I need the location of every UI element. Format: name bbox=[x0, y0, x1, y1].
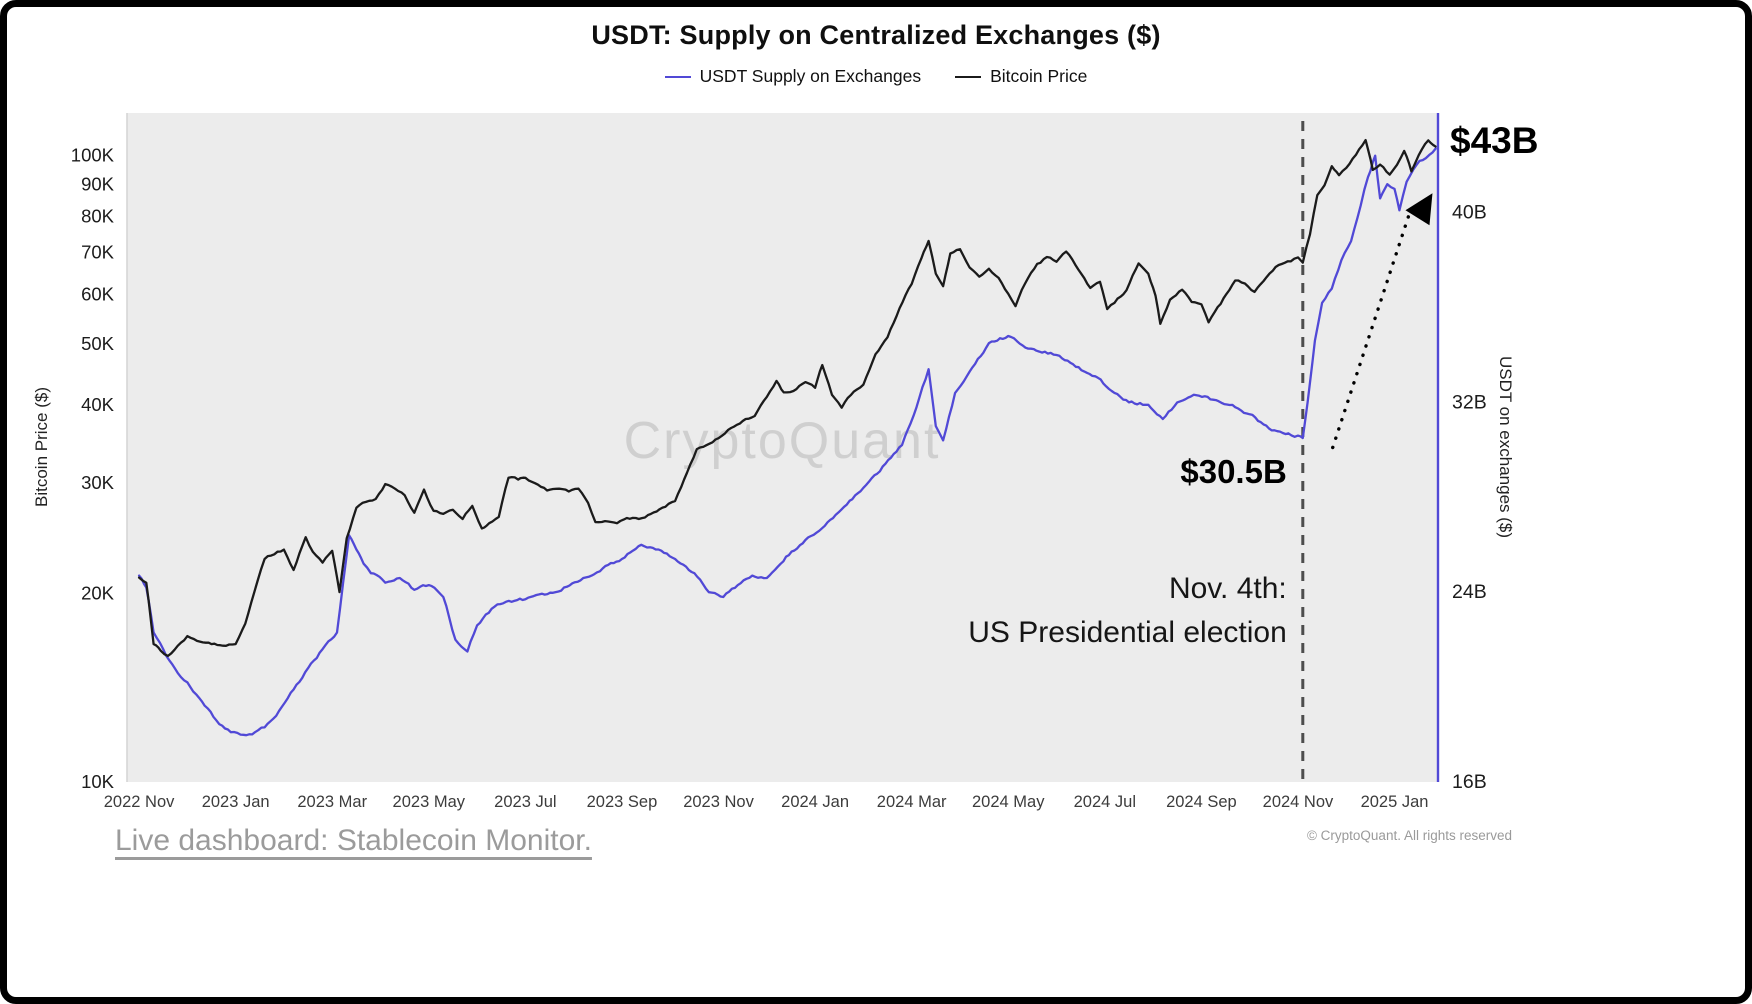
right-axis-title: USDT on exchanges ($) bbox=[1496, 356, 1515, 538]
x-tick-label: 2025 Jan bbox=[1361, 793, 1429, 811]
left-tick-label: 60K bbox=[81, 284, 115, 305]
left-tick-label: 30K bbox=[81, 472, 115, 493]
left-tick-label: 70K bbox=[81, 242, 115, 263]
trend-arrow-head bbox=[1405, 193, 1433, 226]
trend-arrow-dotted-line bbox=[1331, 208, 1413, 450]
bitcoin-line-swatch bbox=[955, 75, 982, 78]
x-tick-label: 2023 Jul bbox=[494, 793, 556, 811]
left-tick-label: 80K bbox=[81, 205, 115, 226]
stablecoin-monitor-link[interactable]: Live dashboard: Stablecoin Monitor. bbox=[115, 824, 592, 857]
copyright-text: © CryptoQuant. All rights reserved bbox=[1306, 828, 1512, 843]
legend-item-bitcoin: Bitcoin Price bbox=[955, 66, 1087, 87]
plot-background bbox=[127, 113, 1438, 782]
legend-item-usdt: USDT Supply on Exchanges bbox=[664, 66, 922, 87]
right-tick-label: 40B bbox=[1452, 202, 1487, 224]
x-tick-label: 2023 May bbox=[393, 793, 466, 811]
election-annotation-line2: US Presidential election bbox=[968, 616, 1287, 649]
right-tick-label: 16B bbox=[1452, 771, 1487, 793]
legend-label-bitcoin: Bitcoin Price bbox=[990, 66, 1088, 86]
left-axis-title: Bitcoin Price ($) bbox=[32, 387, 51, 507]
election-value-annotation: $30.5B bbox=[1180, 453, 1286, 490]
left-tick-label: 100K bbox=[71, 145, 115, 166]
bitcoin-price-line bbox=[137, 138, 1437, 658]
left-tick-label: 20K bbox=[81, 582, 115, 603]
x-tick-label: 2023 Sep bbox=[587, 793, 658, 811]
x-tick-label: 2022 Nov bbox=[104, 793, 175, 811]
page-title: USDT: Supply on Centralized Exchanges ($… bbox=[591, 20, 1161, 50]
right-tick-label: 32B bbox=[1452, 391, 1487, 413]
left-tick-label: 40K bbox=[81, 394, 115, 415]
latest-value-annotation: $43B bbox=[1450, 120, 1538, 161]
legend-label-usdt: USDT Supply on Exchanges bbox=[699, 66, 922, 86]
x-tick-label: 2024 Nov bbox=[1263, 793, 1334, 811]
left-tick-label: 50K bbox=[81, 333, 115, 354]
usdt-line-swatch bbox=[664, 75, 691, 78]
x-tick-label: 2023 Jan bbox=[202, 793, 270, 811]
watermark: CryptoQuant bbox=[624, 412, 941, 470]
left-tick-label: 10K bbox=[81, 771, 115, 792]
x-tick-label: 2024 May bbox=[972, 793, 1045, 811]
x-tick-label: 2024 Mar bbox=[877, 793, 947, 811]
x-tick-label: 2024 Jul bbox=[1074, 793, 1136, 811]
legend: USDT Supply on Exchanges Bitcoin Price bbox=[0, 66, 1752, 87]
left-tick-label: 90K bbox=[81, 173, 115, 194]
usdt-supply-line bbox=[137, 147, 1437, 737]
x-tick-label: 2023 Nov bbox=[683, 793, 754, 811]
right-tick-label: 24B bbox=[1452, 581, 1487, 603]
election-annotation-line1: Nov. 4th: bbox=[1169, 572, 1287, 605]
x-tick-label: 2023 Mar bbox=[297, 793, 367, 811]
x-tick-label: 2024 Sep bbox=[1166, 793, 1237, 811]
x-tick-label: 2024 Jan bbox=[781, 793, 849, 811]
